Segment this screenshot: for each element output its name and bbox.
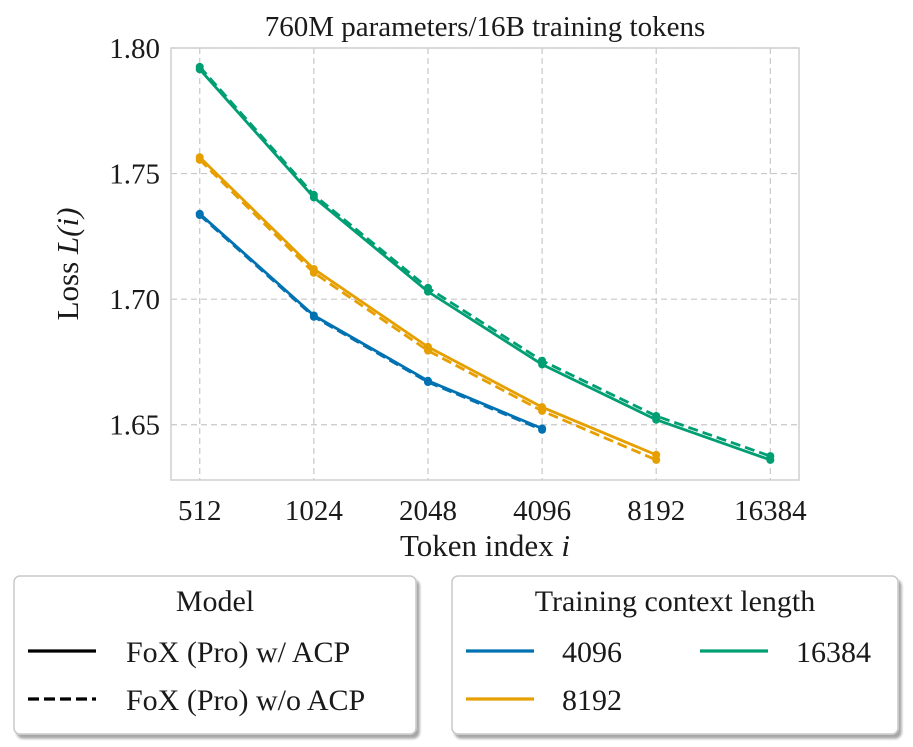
x-tick-label: 2048 <box>399 495 457 527</box>
plot-frame <box>170 47 800 481</box>
series-16384-with-acp <box>195 65 775 464</box>
chart-title: 760M parameters/16B training tokens <box>265 11 706 43</box>
legend-context: Training context length 4096 16384 8192 <box>451 575 899 735</box>
data-point <box>309 193 318 202</box>
series-line-16384-without-acp <box>198 65 771 458</box>
legend-context-entry: 8192 <box>562 684 622 717</box>
x-tick-label: 4096 <box>513 495 571 527</box>
series <box>195 62 775 464</box>
x-axis-ticks: 512 1024 2048 4096 8192 16384 <box>178 495 807 527</box>
legend-model: Model FoX (Pro) w/ ACP FoX (Pro) w/o ACP <box>13 575 417 735</box>
x-tick-label: 8192 <box>627 495 685 527</box>
legend-context-entry: 16384 <box>796 636 871 669</box>
data-point <box>309 311 318 320</box>
y-axis-ticks: 1.65 1.70 1.75 1.80 <box>109 33 160 442</box>
data-point <box>423 376 432 385</box>
grid <box>171 47 799 480</box>
y-tick-label: 1.70 <box>109 284 160 316</box>
series-line-16384-with-acp <box>198 68 771 462</box>
legend-model-entry: FoX (Pro) w/ ACP <box>126 636 350 669</box>
data-point <box>652 450 661 459</box>
y-axis-title: Loss L(i) <box>50 208 85 321</box>
y-tick-label: 1.65 <box>109 410 160 442</box>
y-tick-label: 1.80 <box>109 33 160 65</box>
series-4096-with-acp <box>195 209 547 433</box>
series-line-4096-without-acp <box>198 213 543 432</box>
data-point <box>423 287 432 296</box>
data-point <box>423 342 432 351</box>
data-point <box>195 65 204 74</box>
x-tick-label: 16384 <box>734 495 807 527</box>
x-tick-label: 512 <box>178 495 222 527</box>
legend-context-box <box>451 575 899 735</box>
data-point <box>766 455 775 464</box>
legend-model-title: Model <box>176 585 254 618</box>
legend-context-entry: 4096 <box>562 636 622 669</box>
x-tick-label: 1024 <box>285 495 344 527</box>
legend-model-box <box>13 575 417 735</box>
y-tick-label: 1.75 <box>109 159 160 191</box>
legend-context-title: Training context length <box>535 585 816 618</box>
data-point <box>538 360 547 369</box>
data-point <box>538 403 547 412</box>
series-8192-with-acp <box>195 153 661 459</box>
series-16384-without-acp <box>195 62 775 461</box>
series-line-8192-without-acp <box>198 158 657 462</box>
series-line-4096-with-acp <box>198 212 543 430</box>
data-point <box>309 265 318 274</box>
data-point <box>195 209 204 218</box>
x-axis-title: Token index i <box>400 528 570 563</box>
data-point <box>652 415 661 424</box>
data-point <box>538 424 547 433</box>
data-point <box>195 153 204 162</box>
legend-model-entry: FoX (Pro) w/o ACP <box>126 684 365 717</box>
